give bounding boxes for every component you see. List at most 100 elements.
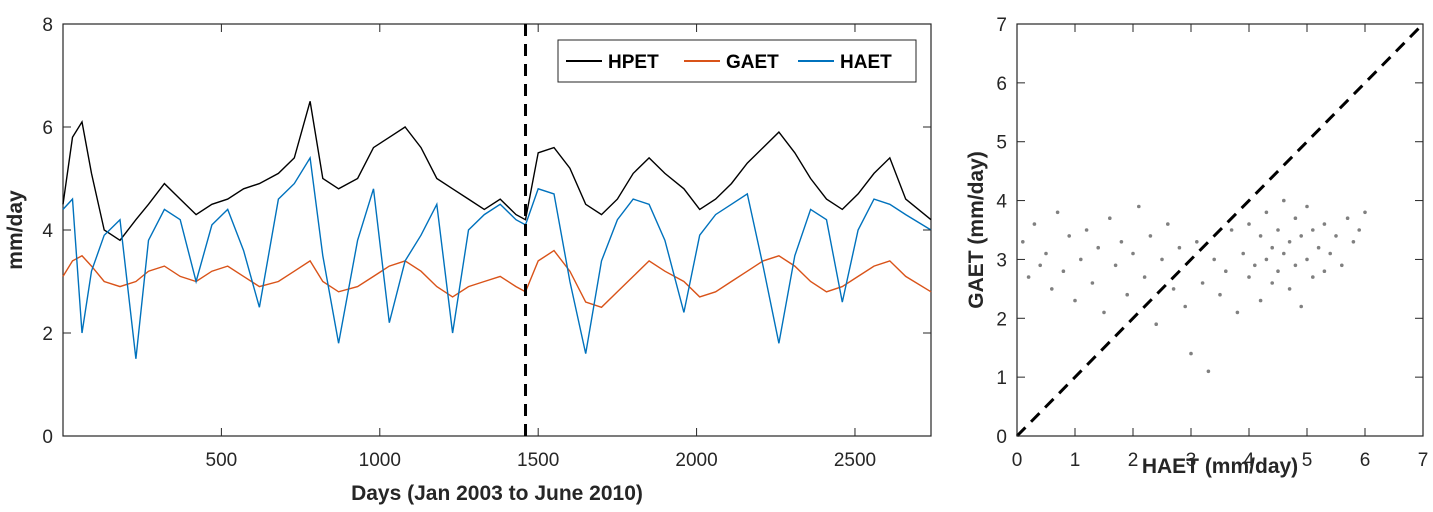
- scatter-point: [1206, 369, 1211, 374]
- scatter-point: [1287, 240, 1292, 244]
- scatter-point: [1131, 251, 1135, 256]
- scatter-point: [1305, 204, 1309, 209]
- x-tick-label: 1500: [517, 450, 559, 471]
- scatter-point: [1096, 245, 1100, 250]
- series-line-hpet: [62, 101, 932, 242]
- scatter-point: [1154, 322, 1158, 327]
- scatter-point: [1276, 228, 1280, 232]
- scatter-point: [1264, 210, 1269, 215]
- scatter-point: [1229, 228, 1234, 232]
- legend-label-haet: HAET: [840, 52, 892, 73]
- scatter-point: [1119, 240, 1124, 244]
- x-tick-label: 7: [1418, 450, 1429, 471]
- y-axis-ticks: 0 1 2 3 4 5 6 7: [996, 15, 1423, 448]
- scatter-point: [1258, 298, 1263, 303]
- scatter-point: [1305, 257, 1309, 262]
- x-tick-label: 1000: [359, 450, 401, 471]
- time-series-lines: [62, 101, 932, 359]
- scatter-point: [1316, 245, 1321, 250]
- scatter-point: [1079, 257, 1083, 262]
- x-tick-label: 2: [1128, 450, 1139, 471]
- legend-items: HPET GAET HAET: [566, 52, 892, 73]
- scatter-point: [1102, 310, 1106, 315]
- x-tick-label: 2500: [834, 450, 876, 471]
- scatter-point: [1322, 269, 1327, 274]
- scatter-plot: 0 1 2 3 4 5 6 7 0 1 2 3 4 5 6 7 HAET (mm/day) GAET (mm…: [965, 15, 1428, 478]
- legend: HPET GAET HAET: [557, 39, 917, 83]
- x-axis-label: Days (Jan 2003 to June 2010): [351, 482, 643, 505]
- scatter-point: [1311, 228, 1315, 232]
- scatter-point: [1055, 210, 1060, 215]
- y-tick-label: 2: [996, 309, 1007, 330]
- time-series-plot-area: [62, 23, 932, 437]
- scatter-point: [1241, 251, 1245, 256]
- scatter-point: [1293, 263, 1298, 268]
- scatter-point: [1363, 210, 1367, 215]
- x-tick-label: 500: [206, 450, 238, 471]
- scatter-point: [1084, 228, 1089, 232]
- scatter-point: [1177, 245, 1182, 250]
- scatter-point: [1026, 275, 1031, 279]
- scatter-point: [1357, 228, 1361, 232]
- x-tick-label: 4: [1244, 450, 1255, 471]
- scatter-point: [1328, 251, 1332, 256]
- y-tick-label: 4: [42, 221, 53, 242]
- x-tick-label: 1: [1070, 450, 1081, 471]
- scatter-point: [1345, 216, 1350, 220]
- scatter-point: [1090, 281, 1095, 285]
- scatter-point: [1235, 310, 1240, 315]
- scatter-point: [1050, 287, 1054, 291]
- series-line-gaet: [62, 249, 932, 309]
- scatter-point: [1258, 234, 1263, 238]
- scatter-point: [1073, 298, 1077, 303]
- scatter-point: [1160, 257, 1164, 262]
- x-tick-label: 3: [1186, 450, 1197, 471]
- scatter-point: [1264, 257, 1269, 262]
- scatter-point: [1351, 240, 1356, 244]
- series-line-haet: [62, 155, 932, 359]
- x-tick-label: 2000: [675, 450, 717, 471]
- legend-box: [557, 39, 917, 83]
- scatter-point: [1276, 269, 1280, 274]
- scatter-point: [1247, 222, 1251, 226]
- scatter-point: [1044, 251, 1048, 256]
- scatter-point: [1195, 240, 1199, 244]
- y-tick-label: 7: [996, 15, 1007, 36]
- y-axis-label: mm/day: [4, 190, 27, 270]
- scatter-point: [1270, 281, 1274, 285]
- scatter-point: [1218, 292, 1222, 297]
- scatter-point: [1224, 269, 1228, 274]
- scatter-point: [1137, 204, 1141, 209]
- scatter-point: [1287, 287, 1292, 291]
- scatter-points: [1021, 198, 1367, 374]
- y-tick-label: 6: [42, 118, 53, 139]
- x-tick-label: 0: [1012, 450, 1023, 471]
- scatter-point: [1270, 245, 1274, 250]
- scatter-point: [1148, 234, 1153, 238]
- scatter-point: [1200, 281, 1205, 285]
- scatter-point: [1311, 275, 1315, 279]
- x-axis-label: HAET (mm/day): [1142, 455, 1298, 478]
- scatter-point: [1253, 263, 1257, 268]
- y-tick-label: 8: [42, 15, 53, 36]
- y-tick-label: 5: [996, 133, 1007, 154]
- y-axis-label: GAET (mm/day): [965, 151, 988, 309]
- scatter-point: [1299, 234, 1303, 238]
- x-tick-label: 5: [1302, 450, 1313, 471]
- y-tick-label: 0: [996, 427, 1007, 448]
- scatter-point: [1212, 257, 1216, 262]
- legend-label-gaet: GAET: [726, 52, 779, 73]
- scatter-point: [1340, 263, 1344, 268]
- scatter-point: [1166, 222, 1170, 226]
- scatter-point: [1021, 240, 1025, 244]
- scatter-point: [1113, 263, 1118, 268]
- x-axis-ticks: 500 1000 1500 2000 2500: [206, 24, 876, 471]
- y-tick-label: 3: [996, 250, 1007, 271]
- scatter-point: [1061, 269, 1066, 274]
- scatter-point: [1293, 216, 1298, 220]
- y-tick-label: 2: [42, 324, 53, 345]
- scatter-point: [1183, 304, 1187, 309]
- one-to-one-dashed-line: [1015, 22, 1425, 438]
- y-tick-label: 1: [996, 368, 1007, 389]
